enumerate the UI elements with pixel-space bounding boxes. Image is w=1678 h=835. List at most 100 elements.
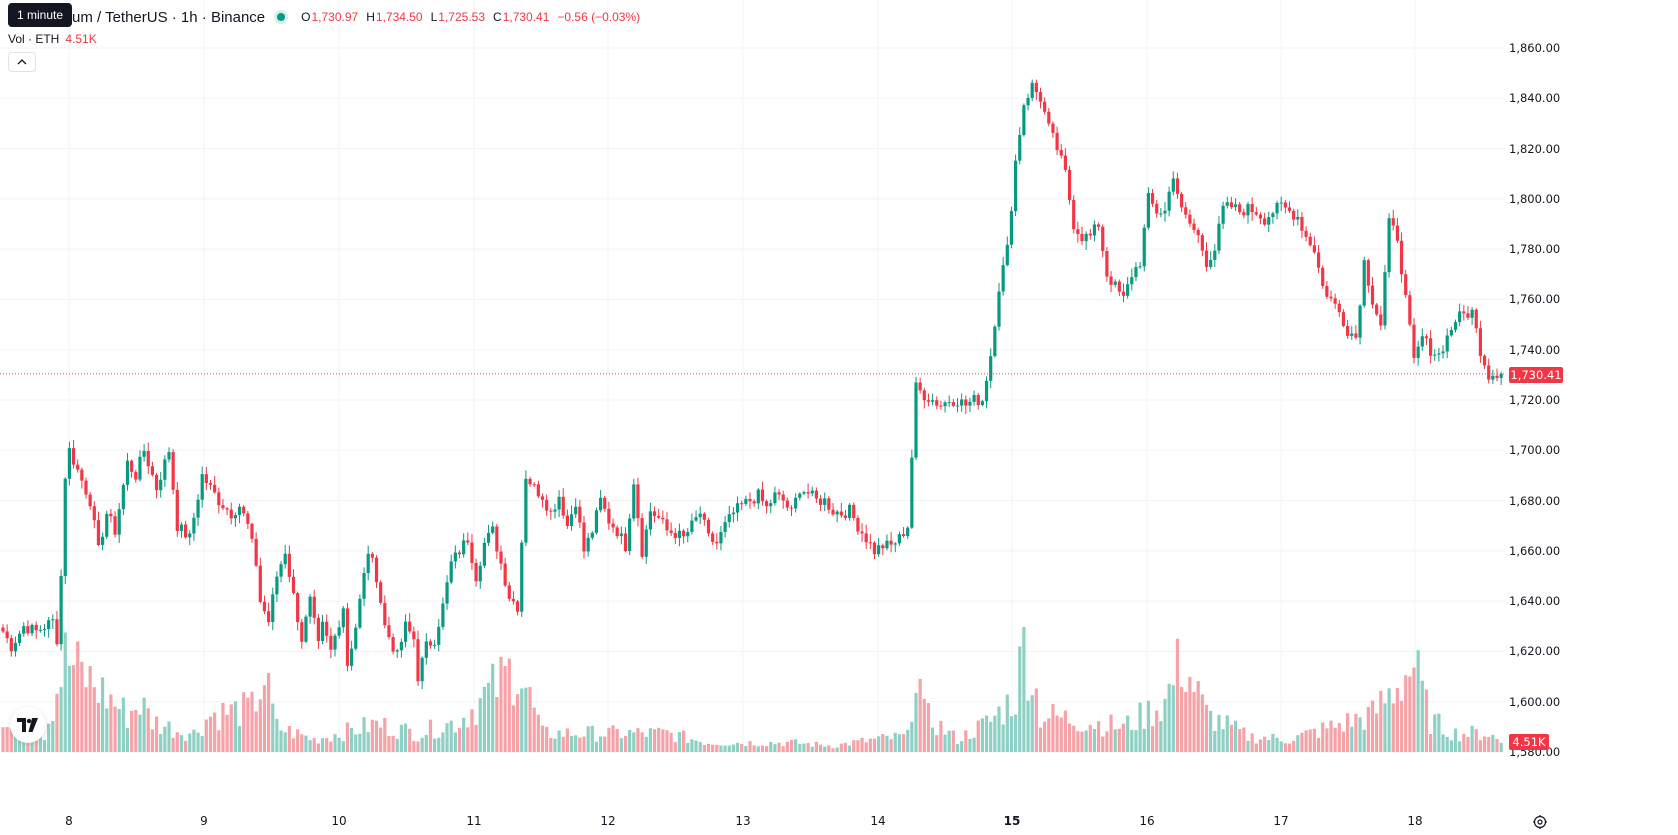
candle-body: [1088, 233, 1092, 236]
candle-body: [1362, 260, 1366, 306]
candle-body: [507, 585, 511, 599]
volume-bar: [665, 730, 669, 752]
candle-body: [1105, 250, 1109, 277]
candle-body: [723, 522, 727, 532]
volume-bar: [316, 743, 320, 752]
volume-bar: [1387, 688, 1391, 752]
candle-body: [619, 533, 623, 537]
candle-body: [574, 506, 578, 515]
candle-body: [798, 493, 802, 498]
candle-body: [545, 499, 549, 511]
volume-bar: [1097, 721, 1101, 752]
volume-bar: [1458, 741, 1462, 752]
candle-body: [864, 533, 868, 543]
volume-bar: [96, 702, 101, 752]
volume-bar: [860, 737, 864, 752]
price-tick-label: 1,840.00: [1509, 91, 1561, 106]
candle-body: [1055, 132, 1059, 151]
candle-body: [1250, 204, 1254, 213]
volume-bar: [80, 661, 84, 752]
volume-bar: [532, 707, 536, 752]
volume-bar: [711, 744, 715, 752]
volume-bar: [117, 708, 121, 752]
volume-bar: [1121, 723, 1126, 752]
volume-bar: [719, 745, 723, 752]
tradingview-logo-icon[interactable]: [10, 707, 46, 743]
candle-body: [652, 511, 657, 516]
candle-body: [968, 401, 972, 406]
volume-bar: [358, 733, 362, 752]
volume-bar: [677, 732, 682, 752]
volume-bar: [55, 693, 59, 752]
candle-body: [1271, 213, 1275, 218]
candle-body: [499, 551, 503, 564]
candle-body: [785, 500, 789, 508]
volume-bar: [984, 715, 989, 752]
volume-bar: [163, 726, 167, 752]
candle-body: [727, 514, 731, 523]
volume-bar: [287, 725, 291, 752]
candle-body: [213, 484, 217, 493]
candle-body: [1296, 216, 1300, 220]
candle-body: [918, 382, 922, 391]
volume-bar: [366, 732, 370, 752]
volume-bar: [1026, 700, 1030, 752]
volume-bar: [1296, 735, 1300, 752]
volume-bar: [445, 723, 449, 752]
candle-body: [420, 657, 424, 682]
volume-bar: [740, 744, 744, 752]
candle-body: [350, 648, 354, 666]
volume-bar: [1072, 725, 1076, 752]
volume-bar: [312, 738, 316, 752]
volume-bar: [370, 719, 374, 752]
candle-body: [1499, 373, 1503, 378]
candle-body: [951, 402, 955, 406]
candle-body: [1018, 135, 1022, 161]
volume-bar: [706, 743, 711, 752]
candle-body: [673, 532, 677, 539]
candle-body: [1325, 285, 1329, 297]
volume-legend[interactable]: Vol · ETH 4.51K: [8, 32, 97, 46]
volume-bar: [648, 728, 652, 752]
volume-bar: [781, 746, 785, 752]
volume-bar: [1283, 743, 1287, 752]
candle-body: [146, 450, 150, 467]
volume-bar: [785, 741, 789, 752]
volume-bar: [553, 738, 557, 752]
volume-bar: [175, 732, 179, 752]
volume-bar: [1424, 689, 1429, 752]
volume-bar: [474, 724, 478, 752]
volume-bar: [835, 747, 839, 752]
collapse-legend-button[interactable]: [8, 52, 36, 72]
candle-body: [1487, 365, 1491, 380]
candle-body: [972, 394, 976, 402]
time-tick-label: 10: [331, 814, 347, 828]
volume-bar: [420, 737, 424, 752]
candle-body: [1163, 210, 1167, 214]
last-volume-label: 4.51K: [1509, 734, 1549, 750]
symbol-title[interactable]: um / TetherUS · 1h · Binance: [72, 8, 266, 26]
volume-bar: [478, 698, 482, 752]
volume-bar: [1155, 710, 1159, 752]
candle-body: [76, 464, 80, 470]
candle-body: [1030, 82, 1034, 98]
candle-body: [872, 542, 877, 555]
candle-body: [706, 519, 711, 534]
candle-body: [955, 405, 960, 407]
candle-body: [1076, 229, 1080, 234]
candle-body: [922, 390, 926, 401]
volume-bar: [615, 729, 619, 752]
settings-gear-icon[interactable]: [1530, 812, 1550, 832]
candle-body: [1026, 97, 1030, 106]
volume-bar: [906, 729, 910, 752]
volume-bar: [574, 735, 578, 752]
candle-body: [258, 565, 262, 602]
volume-bar: [1267, 740, 1271, 752]
volume-bar: [138, 714, 142, 752]
volume-bar: [121, 697, 125, 752]
volume-bar: [345, 722, 350, 752]
candle-body: [557, 496, 561, 510]
candle-body: [1466, 313, 1470, 318]
volume-bar: [1250, 733, 1254, 752]
